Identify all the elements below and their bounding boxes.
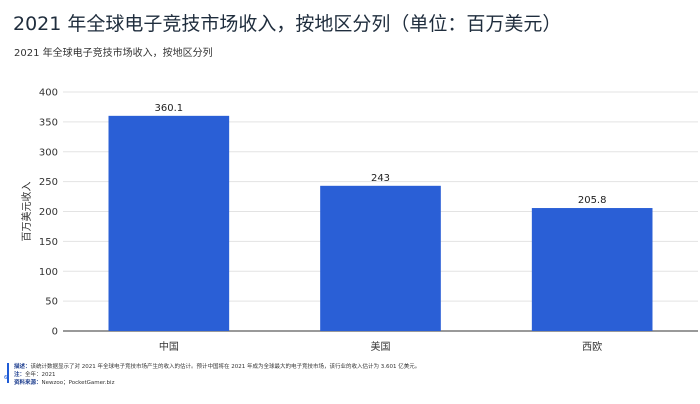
y-tick-label: 350 xyxy=(39,117,58,128)
y-tick-label: 250 xyxy=(39,177,58,188)
page-number: 6 xyxy=(4,375,8,381)
y-tick-label: 200 xyxy=(39,207,58,218)
y-tick-label: 300 xyxy=(39,147,58,158)
footer-notes: 描述：该统计数据显示了对 2021 年全球电子竞技市场产生的收入的估计。预计中国… xyxy=(14,363,420,387)
chart-title: 2021 年全球电子竞技市场收入，按地区分列（单位：百万美元） xyxy=(13,13,562,35)
bar-1[interactable] xyxy=(320,185,441,331)
bar-2[interactable] xyxy=(531,208,653,331)
footer-description: 描述：该统计数据显示了对 2021 年全球电子竞技市场产生的收入的估计。预计中国… xyxy=(14,364,421,370)
footer-note: 注：全年：2021 xyxy=(14,372,56,378)
y-tick-label: 100 xyxy=(39,267,58,278)
footer-accent-bar xyxy=(7,363,9,383)
y-tick-label: 0 xyxy=(52,327,58,338)
y-tick-label: 400 xyxy=(39,88,58,99)
data-labels: 360.1 243 205.8 xyxy=(155,103,607,206)
y-tick-label: 150 xyxy=(39,237,58,248)
y-axis-ticks: 0 50 100 150 200 250 300 350 400 xyxy=(39,88,58,338)
bars xyxy=(108,115,653,332)
chart-subtitle: 2021 年全球电子竞技市场收入，按地区分列 xyxy=(14,48,213,59)
footer-source: 资料来源：Newzoo；PocketGamer.biz xyxy=(14,380,115,386)
y-tick-label: 50 xyxy=(45,297,58,308)
x-category-label: 美国 xyxy=(371,340,391,353)
x-category-label: 西欧 xyxy=(582,341,602,353)
y-axis-label: 百万美元收入 xyxy=(20,182,33,242)
data-label: 205.8 xyxy=(578,195,607,206)
data-label: 243 xyxy=(371,173,390,184)
x-axis-categories: 中国 美国 西欧 xyxy=(159,340,602,353)
x-category-label: 中国 xyxy=(159,340,179,353)
bar-0[interactable] xyxy=(108,115,230,332)
data-label: 360.1 xyxy=(155,103,184,114)
